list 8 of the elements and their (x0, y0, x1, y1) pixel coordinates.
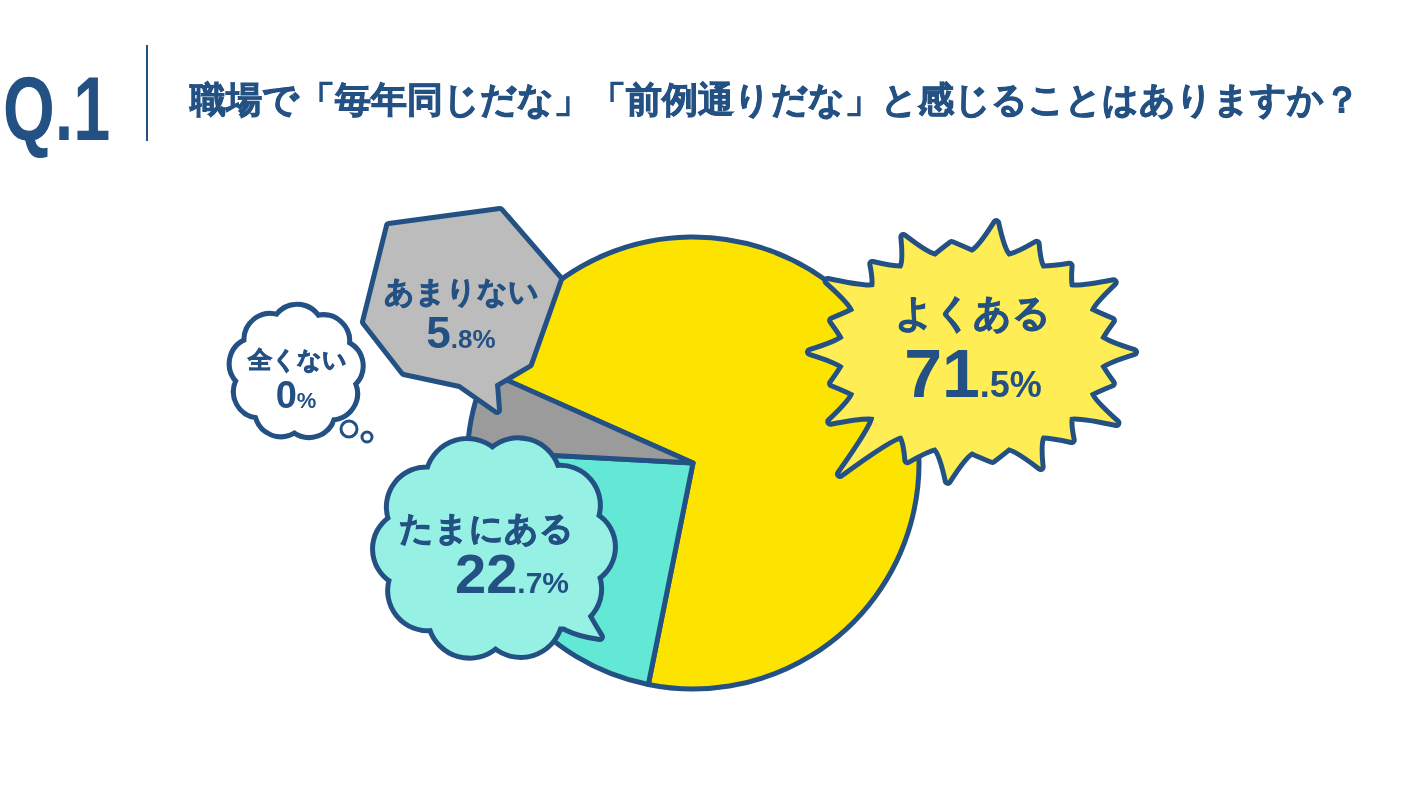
slice-label: よくある (895, 292, 1051, 334)
chart-subtitle: 職場で「毎年同じだな」「前例通りだな」と感じることはありますか？ (189, 79, 1360, 120)
chart-title: Q.1 (3, 58, 111, 160)
text: 0% (275, 374, 317, 416)
data-label: 71.5% (904, 335, 1042, 411)
data-label: 5.8% (426, 308, 496, 357)
category-label: 全くない (247, 346, 347, 373)
slice-label: あまりない (383, 275, 539, 308)
